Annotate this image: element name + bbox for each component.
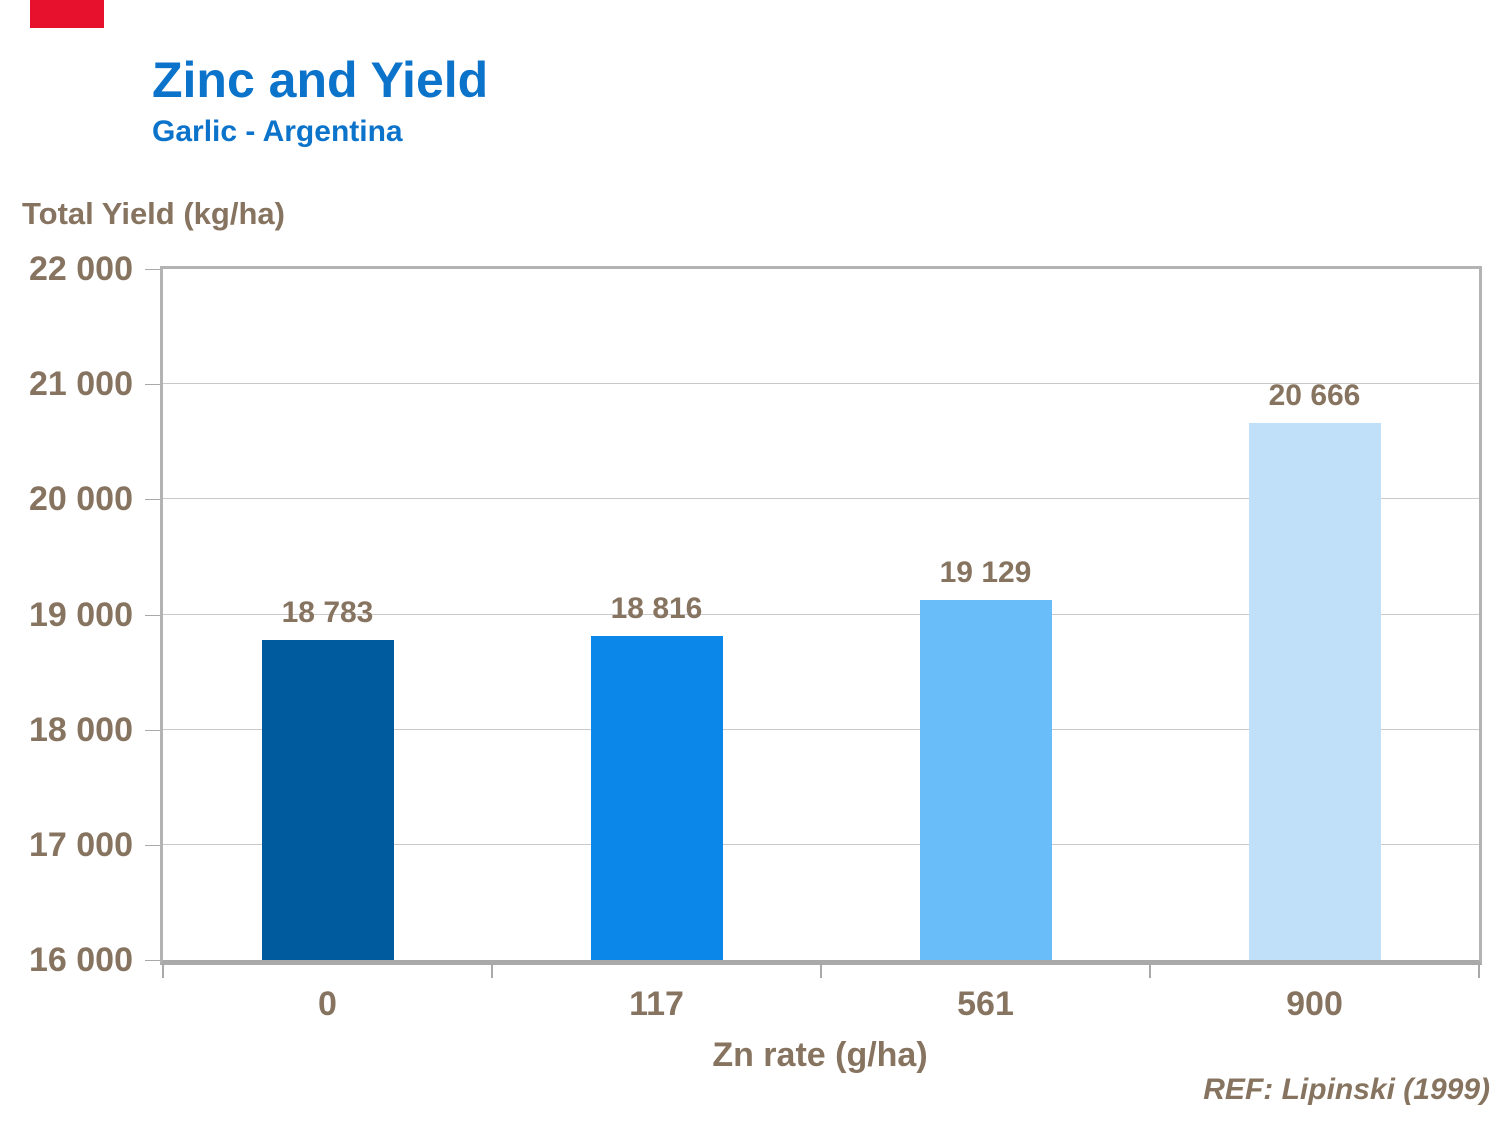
x-axis-category-label: 561: [957, 985, 1014, 1023]
x-axis-tick: [491, 965, 493, 978]
red-corner-mark: [30, 0, 104, 28]
y-axis-tick: [145, 614, 160, 616]
gridline: [163, 498, 1479, 500]
bar: [919, 599, 1052, 960]
x-axis-tick: [820, 965, 822, 978]
x-axis-tick: [162, 965, 164, 978]
reference-note: REF: Lipinski (1999): [1203, 1073, 1490, 1106]
y-axis-tick-label: 19 000: [29, 595, 133, 634]
bar-value-label: 20 666: [1268, 378, 1361, 412]
x-axis-category-label: 900: [1286, 985, 1343, 1023]
y-axis-tick: [145, 499, 160, 501]
y-axis-tick: [145, 729, 160, 731]
bar-value-label: 19 129: [939, 555, 1032, 589]
y-axis-tick-label: 16 000: [29, 941, 133, 979]
x-axis-tick: [1478, 965, 1480, 978]
bar-value-label: 18 816: [610, 591, 703, 625]
y-axis-tick: [145, 960, 160, 961]
title-block: Zinc and Yield Garlic - Argentina: [152, 55, 488, 149]
x-axis-tick: [1149, 965, 1151, 978]
bar-value-label: 18 783: [281, 595, 374, 629]
y-axis-tick-label: 20 000: [29, 480, 133, 519]
bar: [261, 639, 394, 960]
y-axis-tick: [145, 384, 160, 386]
gridline: [163, 728, 1479, 730]
x-axis-title: Zn rate (g/ha): [712, 1036, 928, 1074]
y-axis-tick: [145, 844, 160, 846]
y-axis-tick-label: 21 000: [29, 365, 133, 404]
y-axis-tick-label: 22 000: [29, 250, 133, 288]
gridline: [163, 613, 1479, 615]
y-axis-tick-label: 17 000: [29, 825, 133, 864]
plot-area: 18 783 18 816 19 129 20 666: [160, 266, 1482, 965]
y-axis-tick: [145, 269, 160, 270]
bar: [1248, 422, 1381, 960]
bar: [590, 635, 723, 960]
y-axis-tick-label: 18 000: [29, 710, 133, 749]
gridline: [163, 843, 1479, 845]
x-axis-category-label: 117: [629, 985, 684, 1023]
gridline: [163, 383, 1479, 385]
x-axis-category-label: 0: [318, 985, 337, 1023]
chart-title: Zinc and Yield: [152, 52, 489, 108]
chart-subtitle: Garlic - Argentina: [152, 115, 403, 148]
y-axis-title: Total Yield (kg/ha): [22, 196, 285, 231]
